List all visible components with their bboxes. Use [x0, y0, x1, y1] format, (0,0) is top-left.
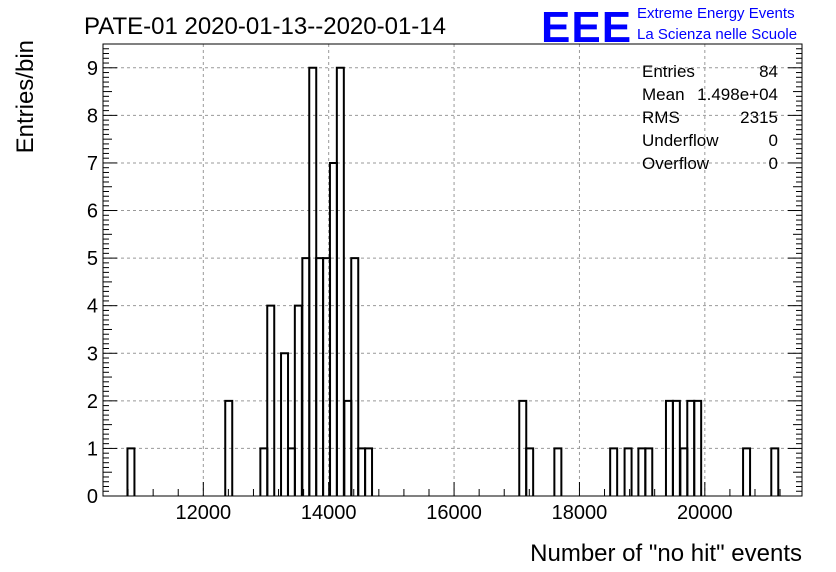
y-tick-label: 1 — [87, 438, 98, 460]
histogram-bin — [350, 257, 360, 496]
histogram-bin — [553, 447, 563, 496]
histogram-bin — [623, 447, 633, 496]
stats-value: 1.498e+04 — [697, 85, 778, 104]
stats-value: 0 — [769, 154, 778, 173]
x-tick-label: 12000 — [175, 502, 231, 524]
axes — [102, 43, 803, 497]
histogram-bin — [224, 399, 234, 496]
histogram-bin — [364, 447, 374, 496]
y-tick-label: 6 — [87, 201, 98, 223]
logo-mark: EEE — [541, 3, 632, 52]
histogram-bin — [693, 399, 703, 496]
histogram-bin — [126, 447, 136, 496]
stats-value: 2315 — [740, 108, 778, 127]
x-tick-label: 14000 — [301, 502, 357, 524]
y-axis-label: Entries/bin — [12, 40, 39, 153]
y-tick-label: 9 — [87, 58, 98, 80]
stats-label: Overflow — [642, 154, 710, 173]
histogram-bin — [770, 447, 780, 496]
x-tick-label: 20000 — [677, 502, 733, 524]
grid-lines — [103, 44, 802, 496]
y-tick-label: 7 — [87, 153, 98, 175]
histogram-bins — [126, 66, 780, 496]
histogram-bin — [742, 447, 752, 496]
histogram-bin — [280, 352, 290, 496]
y-tick-label: 8 — [87, 105, 98, 127]
logo-line2: La Scienza nelle Scuole — [637, 26, 797, 43]
y-tick-label: 2 — [87, 391, 98, 413]
y-tick-label: 5 — [87, 248, 98, 270]
histogram-bin — [644, 447, 654, 496]
logo-line1: Extreme Energy Events — [637, 5, 795, 22]
x-axis-label: Number of "no hit" events — [530, 540, 802, 567]
eee-logo: EEE Extreme Energy Events La Scienza nel… — [541, 3, 797, 52]
stats-label: Mean — [642, 85, 685, 104]
stats-label: Underflow — [642, 131, 719, 150]
histogram-bin — [266, 304, 276, 496]
histogram-bin — [335, 66, 345, 496]
stats-value: 84 — [759, 62, 778, 81]
stats-box: Entries 84 Mean 1.498e+04 RMS 2315 Underflow 0 O… — [642, 62, 778, 173]
y-tick-label: 4 — [87, 296, 98, 318]
x-tick-label: 16000 — [426, 502, 482, 524]
y-tick-label: 3 — [87, 343, 98, 365]
y-tick-labels: 0 1 2 3 4 5 6 7 8 9 — [87, 58, 98, 508]
y-tick-label: 0 — [87, 486, 98, 508]
stats-label: RMS — [642, 108, 680, 127]
histogram-bin — [525, 447, 535, 496]
stats-label: Entries — [642, 62, 695, 81]
plot-frame — [102, 43, 803, 497]
chart-title: PATE-01 2020-01-13--2020-01-14 — [84, 13, 446, 40]
histogram-bin — [609, 447, 619, 496]
x-tick-labels: 12000 14000 16000 18000 20000 — [175, 502, 732, 524]
x-tick-label: 18000 — [552, 502, 608, 524]
stats-value: 0 — [769, 131, 778, 150]
